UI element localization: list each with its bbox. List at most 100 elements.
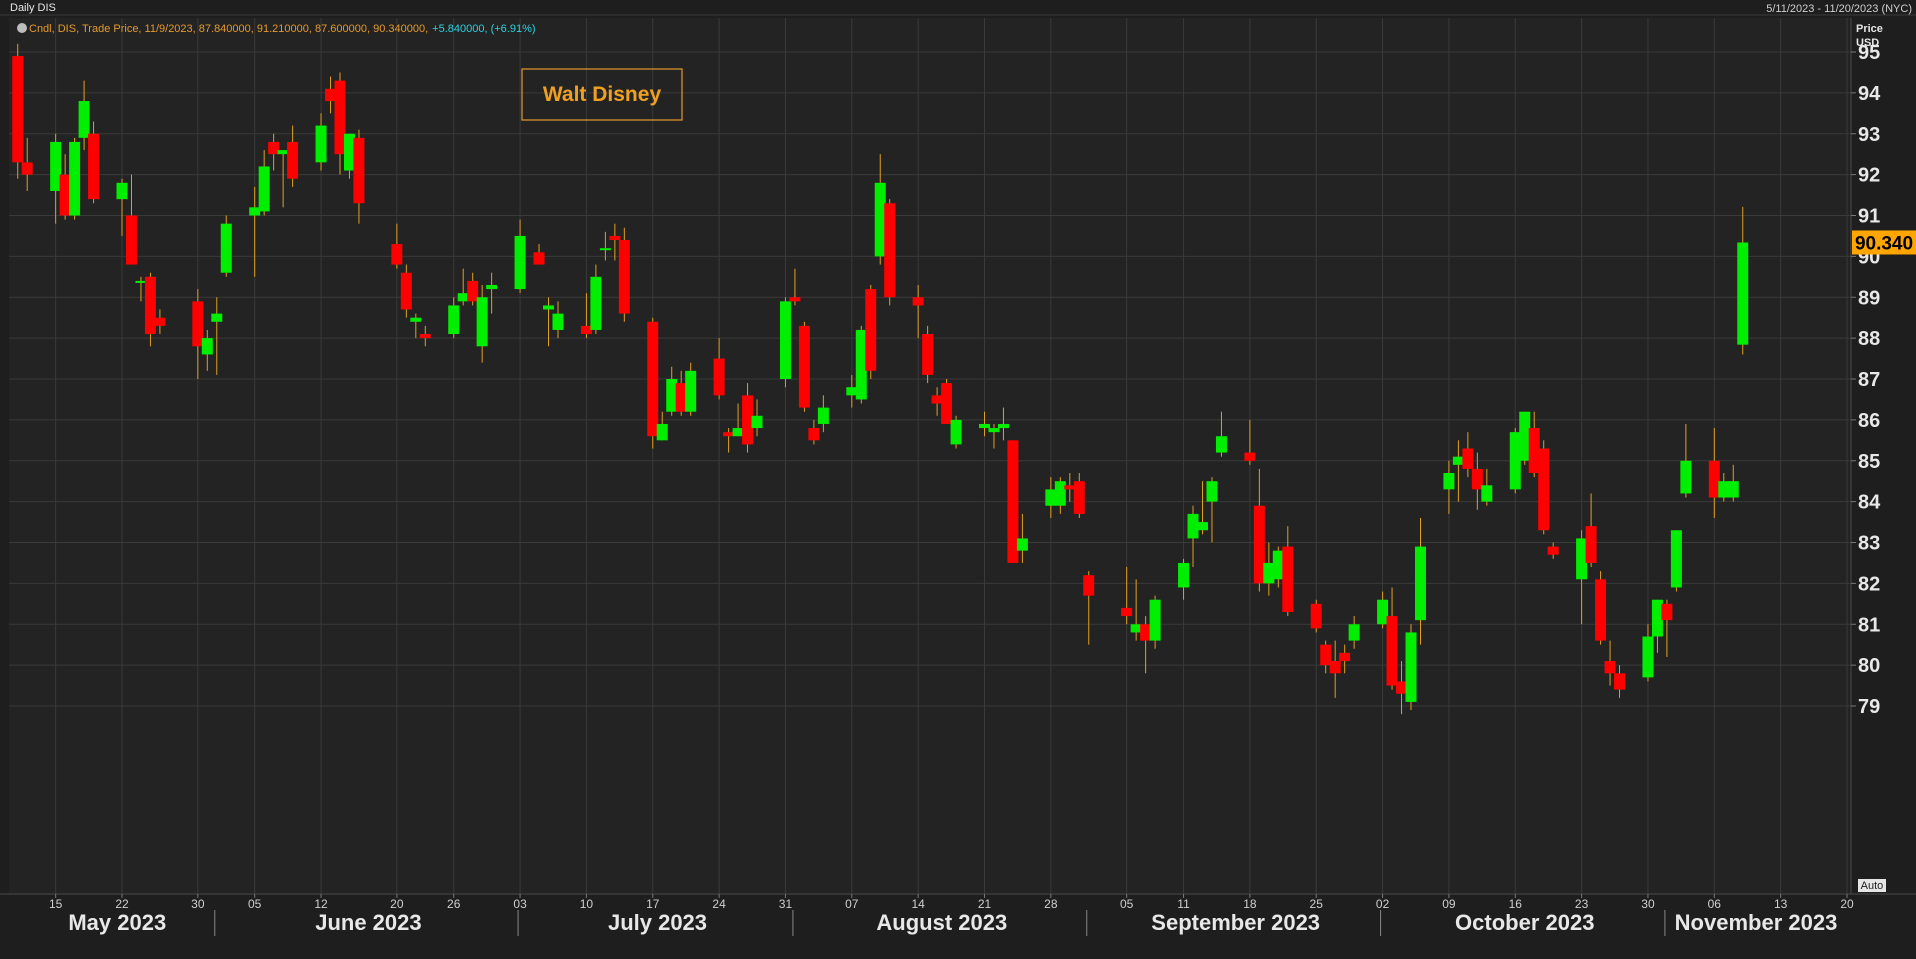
candle xyxy=(798,321,810,412)
x-axis-ticks: 15 22 30 05 12 20 26 03 10 17 24 31 07 14 21 28 05 11 18 25… xyxy=(49,894,1854,911)
candle-body-down xyxy=(865,289,877,371)
candle-body-up xyxy=(1576,538,1588,580)
date-range[interactable]: 5/11/2023 - 11/20/2023 (NYC) xyxy=(1766,3,1912,15)
y-tick-label: 91 xyxy=(1858,206,1880,228)
month-label: November 2023 xyxy=(1675,910,1838,935)
candle xyxy=(268,133,280,171)
candle-body-up xyxy=(988,428,1000,433)
candle-body-up xyxy=(1196,522,1208,531)
candle xyxy=(1386,587,1398,690)
y-tick-label: 88 xyxy=(1858,328,1880,350)
candle-body-up xyxy=(1452,456,1464,465)
candle-body-up xyxy=(116,182,128,200)
candle xyxy=(1121,567,1133,625)
candle-body-up xyxy=(1443,473,1455,490)
candle xyxy=(410,313,422,339)
candle-body-up xyxy=(1016,538,1028,551)
candle xyxy=(419,325,431,347)
candle-body-down xyxy=(1253,505,1265,584)
candle-body-down xyxy=(144,276,156,335)
candle xyxy=(448,297,460,339)
candle-body-down xyxy=(723,432,735,437)
y-tick-label: 92 xyxy=(1858,165,1880,187)
candle-body-down xyxy=(1320,644,1332,666)
candle xyxy=(751,399,763,437)
candle-body-up xyxy=(997,423,1009,429)
candle xyxy=(1727,464,1739,502)
candle-body-down xyxy=(467,280,479,302)
x-tick-label: 10 xyxy=(580,897,594,911)
candle-body-down xyxy=(742,395,754,445)
x-tick-label: 24 xyxy=(712,897,726,911)
candle-body-down xyxy=(1329,661,1341,674)
candle-body-down xyxy=(1007,440,1019,563)
candle-body-up xyxy=(1215,436,1227,453)
legend-change: +5.840000, (+6.91%) xyxy=(432,23,535,35)
candle-body-up xyxy=(950,419,962,445)
candle xyxy=(941,379,953,424)
candle-body-down xyxy=(325,88,337,102)
candle-body-down xyxy=(941,383,953,424)
candle xyxy=(865,284,877,379)
candle xyxy=(685,362,697,416)
candle xyxy=(476,284,488,363)
candle xyxy=(1244,419,1256,465)
candle-body-up xyxy=(1414,546,1426,621)
x-tick-label: 03 xyxy=(513,897,527,911)
candle-body-down xyxy=(1244,452,1256,461)
candle-body-up xyxy=(543,305,555,310)
candle-body-up xyxy=(1651,599,1663,637)
candle xyxy=(287,125,299,187)
candle xyxy=(277,150,289,208)
candle xyxy=(50,133,62,224)
candle xyxy=(315,113,327,171)
candle-body-up xyxy=(751,415,763,429)
annotation-box[interactable]: Walt Disney xyxy=(521,68,683,121)
candle xyxy=(1054,477,1066,514)
candle xyxy=(514,219,526,294)
candle-body-up xyxy=(410,317,422,322)
candle xyxy=(1519,411,1531,465)
x-tick-label: 07 xyxy=(845,897,859,911)
candle-body-up xyxy=(220,223,232,273)
candle xyxy=(732,403,744,437)
y-tick-label: 87 xyxy=(1858,369,1880,391)
legend-settings-icon[interactable] xyxy=(17,23,27,33)
y-tick-label: 89 xyxy=(1858,287,1880,309)
candle-body-down xyxy=(931,395,943,404)
candle-body-up xyxy=(69,141,81,216)
candle-body-up xyxy=(514,235,526,290)
x-tick-label: 14 xyxy=(911,897,925,911)
candle-body-down xyxy=(334,80,346,155)
x-tick-label: 06 xyxy=(1708,897,1722,911)
candle-body-up xyxy=(1045,489,1057,506)
last-price-value: 90.340 xyxy=(1855,233,1913,254)
candle-body-down xyxy=(59,174,71,216)
candle-body-down xyxy=(1339,652,1351,662)
candle xyxy=(874,154,886,265)
y-tick-label: 81 xyxy=(1858,614,1880,636)
candle xyxy=(1130,579,1142,641)
candle xyxy=(69,137,81,220)
candle xyxy=(1178,558,1190,600)
candle-body-down xyxy=(192,301,204,347)
candle-body-up xyxy=(1187,513,1199,539)
candle-body-up xyxy=(1178,562,1190,588)
y-tick-label: 93 xyxy=(1858,124,1880,146)
candle xyxy=(1263,542,1275,596)
annotation-frame xyxy=(521,68,683,121)
candle xyxy=(154,309,166,335)
candle xyxy=(1396,661,1408,715)
candle xyxy=(1206,477,1218,543)
candle-body-down xyxy=(713,358,725,396)
candle xyxy=(884,199,896,306)
candle xyxy=(1528,411,1540,478)
candle-body-up xyxy=(315,125,327,163)
auto-scale-button[interactable] xyxy=(1858,879,1886,892)
candle-body-down xyxy=(1310,603,1322,629)
candle xyxy=(978,411,990,437)
x-tick-label: 15 xyxy=(49,897,63,911)
